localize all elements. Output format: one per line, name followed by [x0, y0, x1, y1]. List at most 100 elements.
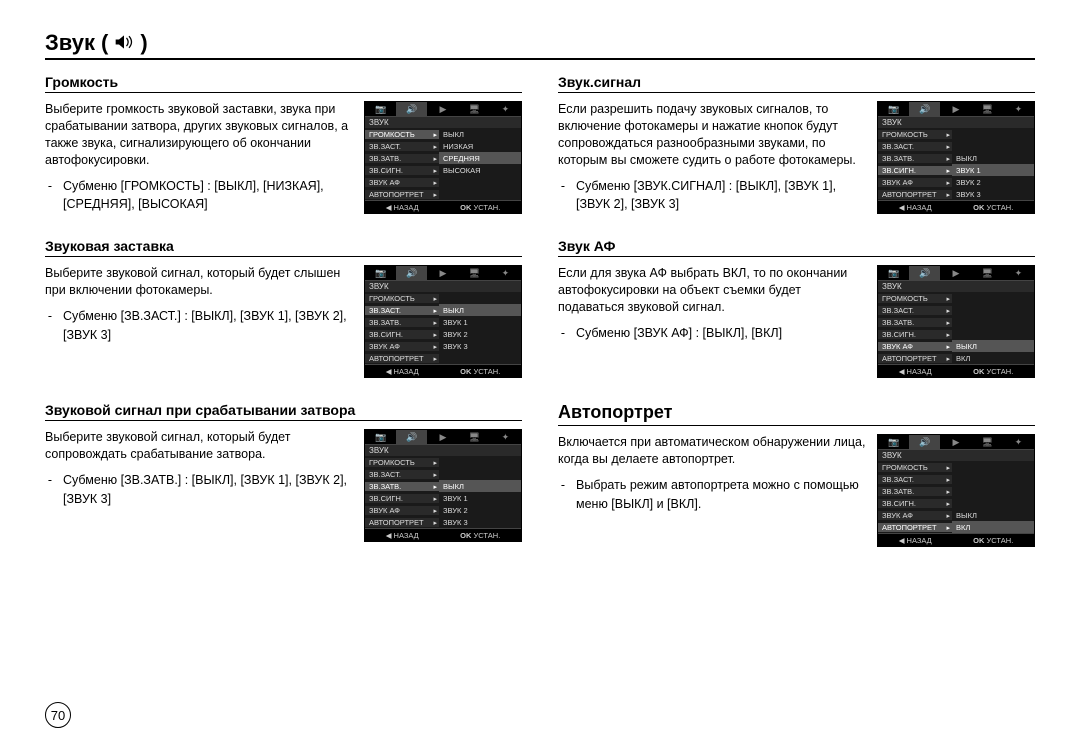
lcd-row-label: ЗВ.ЗАСТ.▸ — [365, 141, 439, 151]
lcd-row: ГРОМКОСТЬ▸ — [878, 292, 1034, 304]
lcd-row-value: ЗВУК 3 — [439, 340, 521, 352]
lcd-tab-icon: 🖥 — [459, 102, 490, 116]
lcd-row-value: ЗВУК 1 — [952, 164, 1034, 176]
beep-submenu: Субменю [ЗВУК.СИГНАЛ] : [ВЫКЛ], [ЗВУК 1]… — [576, 177, 867, 215]
lcd-row-label: ЗВ.ЗАСТ.▸ — [878, 141, 952, 151]
lcd-tab-icon: ✦ — [490, 102, 521, 116]
lcd-row-value — [952, 328, 1034, 340]
beep-lcd: 📷🔊▶🖥✦ЗВУКГРОМКОСТЬ▸ЗВ.ЗАСТ.▸ЗВ.ЗАТВ.▸ВЫК… — [877, 101, 1035, 214]
lcd-tab-icon: 🖥 — [972, 266, 1003, 280]
lcd-row-value: ВЫКЛ — [952, 509, 1034, 521]
beep-body: Если разрешить подачу звуковых сигналов,… — [558, 101, 867, 169]
lcd-footer: ◀ НАЗАДOK УСТАН. — [365, 364, 521, 377]
shutter-body: Выберите звуковой сигнал, который будет … — [45, 429, 354, 463]
lcd-row: ЗВ.ЗАСТ.▸ — [878, 140, 1034, 152]
bullet-dash: - — [558, 177, 568, 196]
lcd-row-label: ГРОМКОСТЬ▸ — [365, 129, 439, 139]
lcd-row-label: ЗВ.ЗАСТ.▸ — [878, 474, 952, 484]
lcd-tab-icon: 🔊 — [909, 266, 940, 280]
lcd-tab-icon: ✦ — [490, 430, 521, 444]
lcd-row: ЗВ.ЗАСТ.▸ВЫКЛ — [365, 304, 521, 316]
volume-lcd: 📷🔊▶🖥✦ЗВУКГРОМКОСТЬ▸ВЫКЛЗВ.ЗАСТ.▸НИЗКАЯЗВ… — [364, 101, 522, 214]
lcd-tab-icon: ▶ — [940, 102, 971, 116]
lcd-row-value: НИЗКАЯ — [439, 140, 521, 152]
lcd-tab-icon: 📷 — [365, 102, 396, 116]
lcd-row: ЗВУК АФ▸ЗВУК 2 — [878, 176, 1034, 188]
lcd-row: ЗВ.ЗАТВ.▸ЗВУК 1 — [365, 316, 521, 328]
selfportrait-lcd: 📷🔊▶🖥✦ЗВУКГРОМКОСТЬ▸ЗВ.ЗАСТ.▸ЗВ.ЗАТВ.▸ЗВ.… — [877, 434, 1035, 547]
lcd-row: ГРОМКОСТЬ▸ — [878, 128, 1034, 140]
lcd-row: ЗВ.ЗАТВ.▸СРЕДНЯЯ — [365, 152, 521, 164]
lcd-row-label: ЗВ.ЗАТВ.▸ — [878, 317, 952, 327]
shutter-heading: Звуковой сигнал при срабатывании затвора — [45, 402, 522, 421]
lcd-tab-icon: 📷 — [878, 266, 909, 280]
lcd-row-label: ГРОМКОСТЬ▸ — [365, 457, 439, 467]
section-shutter: Звуковой сигнал при срабатывании затвора… — [45, 402, 522, 542]
lcd-tab-icon: ▶ — [940, 435, 971, 449]
lcd-tab-icon: 📷 — [878, 435, 909, 449]
section-af: Звук АФ Если для звука АФ выбрать ВКЛ, т… — [558, 238, 1035, 378]
lcd-row-value: СРЕДНЯЯ — [439, 152, 521, 164]
bullet-dash: - — [45, 307, 55, 326]
lcd-row-value — [439, 176, 521, 188]
af-heading: Звук АФ — [558, 238, 1035, 257]
lcd-row: ЗВ.ЗАСТ.▸ — [878, 304, 1034, 316]
lcd-footer: ◀ НАЗАДOK УСТАН. — [365, 200, 521, 213]
lcd-row-value: ВЫКЛ — [952, 340, 1034, 352]
lcd-row: ЗВ.ЗАСТ.▸ — [365, 468, 521, 480]
lcd-row-value — [952, 128, 1034, 140]
startup-body: Выберите звуковой сигнал, который будет … — [45, 265, 354, 299]
lcd-row-label: ЗВ.ЗАТВ.▸ — [878, 486, 952, 496]
lcd-row-label: ЗВУК АФ▸ — [365, 341, 439, 351]
lcd-tab-icon: 🖥 — [972, 435, 1003, 449]
lcd-row-label: ЗВ.ЗАСТ.▸ — [878, 305, 952, 315]
lcd-row: ЗВ.ЗАТВ.▸ — [878, 485, 1034, 497]
bullet-dash: - — [558, 476, 568, 495]
lcd-tab-icon: ▶ — [427, 102, 458, 116]
volume-submenu: Субменю [ГРОМКОСТЬ] : [ВЫКЛ], [НИЗКАЯ], … — [63, 177, 354, 215]
lcd-footer: ◀ НАЗАДOK УСТАН. — [878, 533, 1034, 546]
lcd-row-label: АВТОПОРТРЕТ▸ — [365, 353, 439, 363]
left-column: Громкость Выберите громкость звуковой за… — [45, 74, 522, 571]
lcd-row-value: ЗВУК 2 — [952, 176, 1034, 188]
lcd-tab-icon: 🔊 — [396, 430, 427, 444]
lcd-row: ЗВ.СИГН.▸ЗВУК 1 — [365, 492, 521, 504]
section-selfportrait: Автопортрет Включается при автоматическо… — [558, 402, 1035, 547]
lcd-tab-icon: ▶ — [940, 266, 971, 280]
bullet-dash: - — [558, 324, 568, 343]
lcd-tab-icon: 🔊 — [396, 266, 427, 280]
lcd-row-value — [952, 485, 1034, 497]
beep-heading: Звук.сигнал — [558, 74, 1035, 93]
lcd-row-label: ЗВУК АФ▸ — [878, 177, 952, 187]
bullet-dash: - — [45, 471, 55, 490]
lcd-row-value: ЗВУК 2 — [439, 328, 521, 340]
lcd-row: АВТОПОРТРЕТ▸ВКЛ — [878, 352, 1034, 364]
lcd-row: ЗВ.ЗАТВ.▸ВЫКЛ — [878, 152, 1034, 164]
lcd-row-value — [952, 292, 1034, 304]
lcd-row: ЗВ.СИГН.▸ЗВУК 1 — [878, 164, 1034, 176]
lcd-row-label: ЗВУК АФ▸ — [878, 510, 952, 520]
lcd-row: ЗВ.СИГН.▸ВЫСОКАЯ — [365, 164, 521, 176]
lcd-row-value: ЗВУК 2 — [439, 504, 521, 516]
lcd-footer: ◀ НАЗАДOK УСТАН. — [878, 364, 1034, 377]
volume-heading: Громкость — [45, 74, 522, 93]
lcd-row-value — [439, 292, 521, 304]
lcd-row: АВТОПОРТРЕТ▸ЗВУК 3 — [365, 516, 521, 528]
shutter-submenu: Субменю [ЗВ.ЗАТВ.] : [ВЫКЛ], [ЗВУК 1], [… — [63, 471, 354, 509]
lcd-row: ГРОМКОСТЬ▸ВЫКЛ — [365, 128, 521, 140]
lcd-row-value: ВЫСОКАЯ — [439, 164, 521, 176]
lcd-row-value: ЗВУК 1 — [439, 316, 521, 328]
lcd-row-label: ЗВ.ЗАСТ.▸ — [365, 469, 439, 479]
lcd-row-value — [952, 473, 1034, 485]
lcd-row: ЗВ.ЗАТВ.▸ — [878, 316, 1034, 328]
startup-submenu: Субменю [ЗВ.ЗАСТ.] : [ВЫКЛ], [ЗВУК 1], [… — [63, 307, 354, 345]
lcd-row: ГРОМКОСТЬ▸ — [878, 461, 1034, 473]
lcd-row-label: ЗВ.ЗАТВ.▸ — [878, 153, 952, 163]
lcd-row: ГРОМКОСТЬ▸ — [365, 456, 521, 468]
startup-lcd: 📷🔊▶🖥✦ЗВУКГРОМКОСТЬ▸ЗВ.ЗАСТ.▸ВЫКЛЗВ.ЗАТВ.… — [364, 265, 522, 378]
lcd-row-label: АВТОПОРТРЕТ▸ — [878, 189, 952, 199]
lcd-row-value: ВЫКЛ — [439, 304, 521, 316]
af-lcd: 📷🔊▶🖥✦ЗВУКГРОМКОСТЬ▸ЗВ.ЗАСТ.▸ЗВ.ЗАТВ.▸ЗВ.… — [877, 265, 1035, 378]
lcd-row-label: ЗВ.СИГН.▸ — [878, 329, 952, 339]
lcd-row-value — [439, 188, 521, 200]
